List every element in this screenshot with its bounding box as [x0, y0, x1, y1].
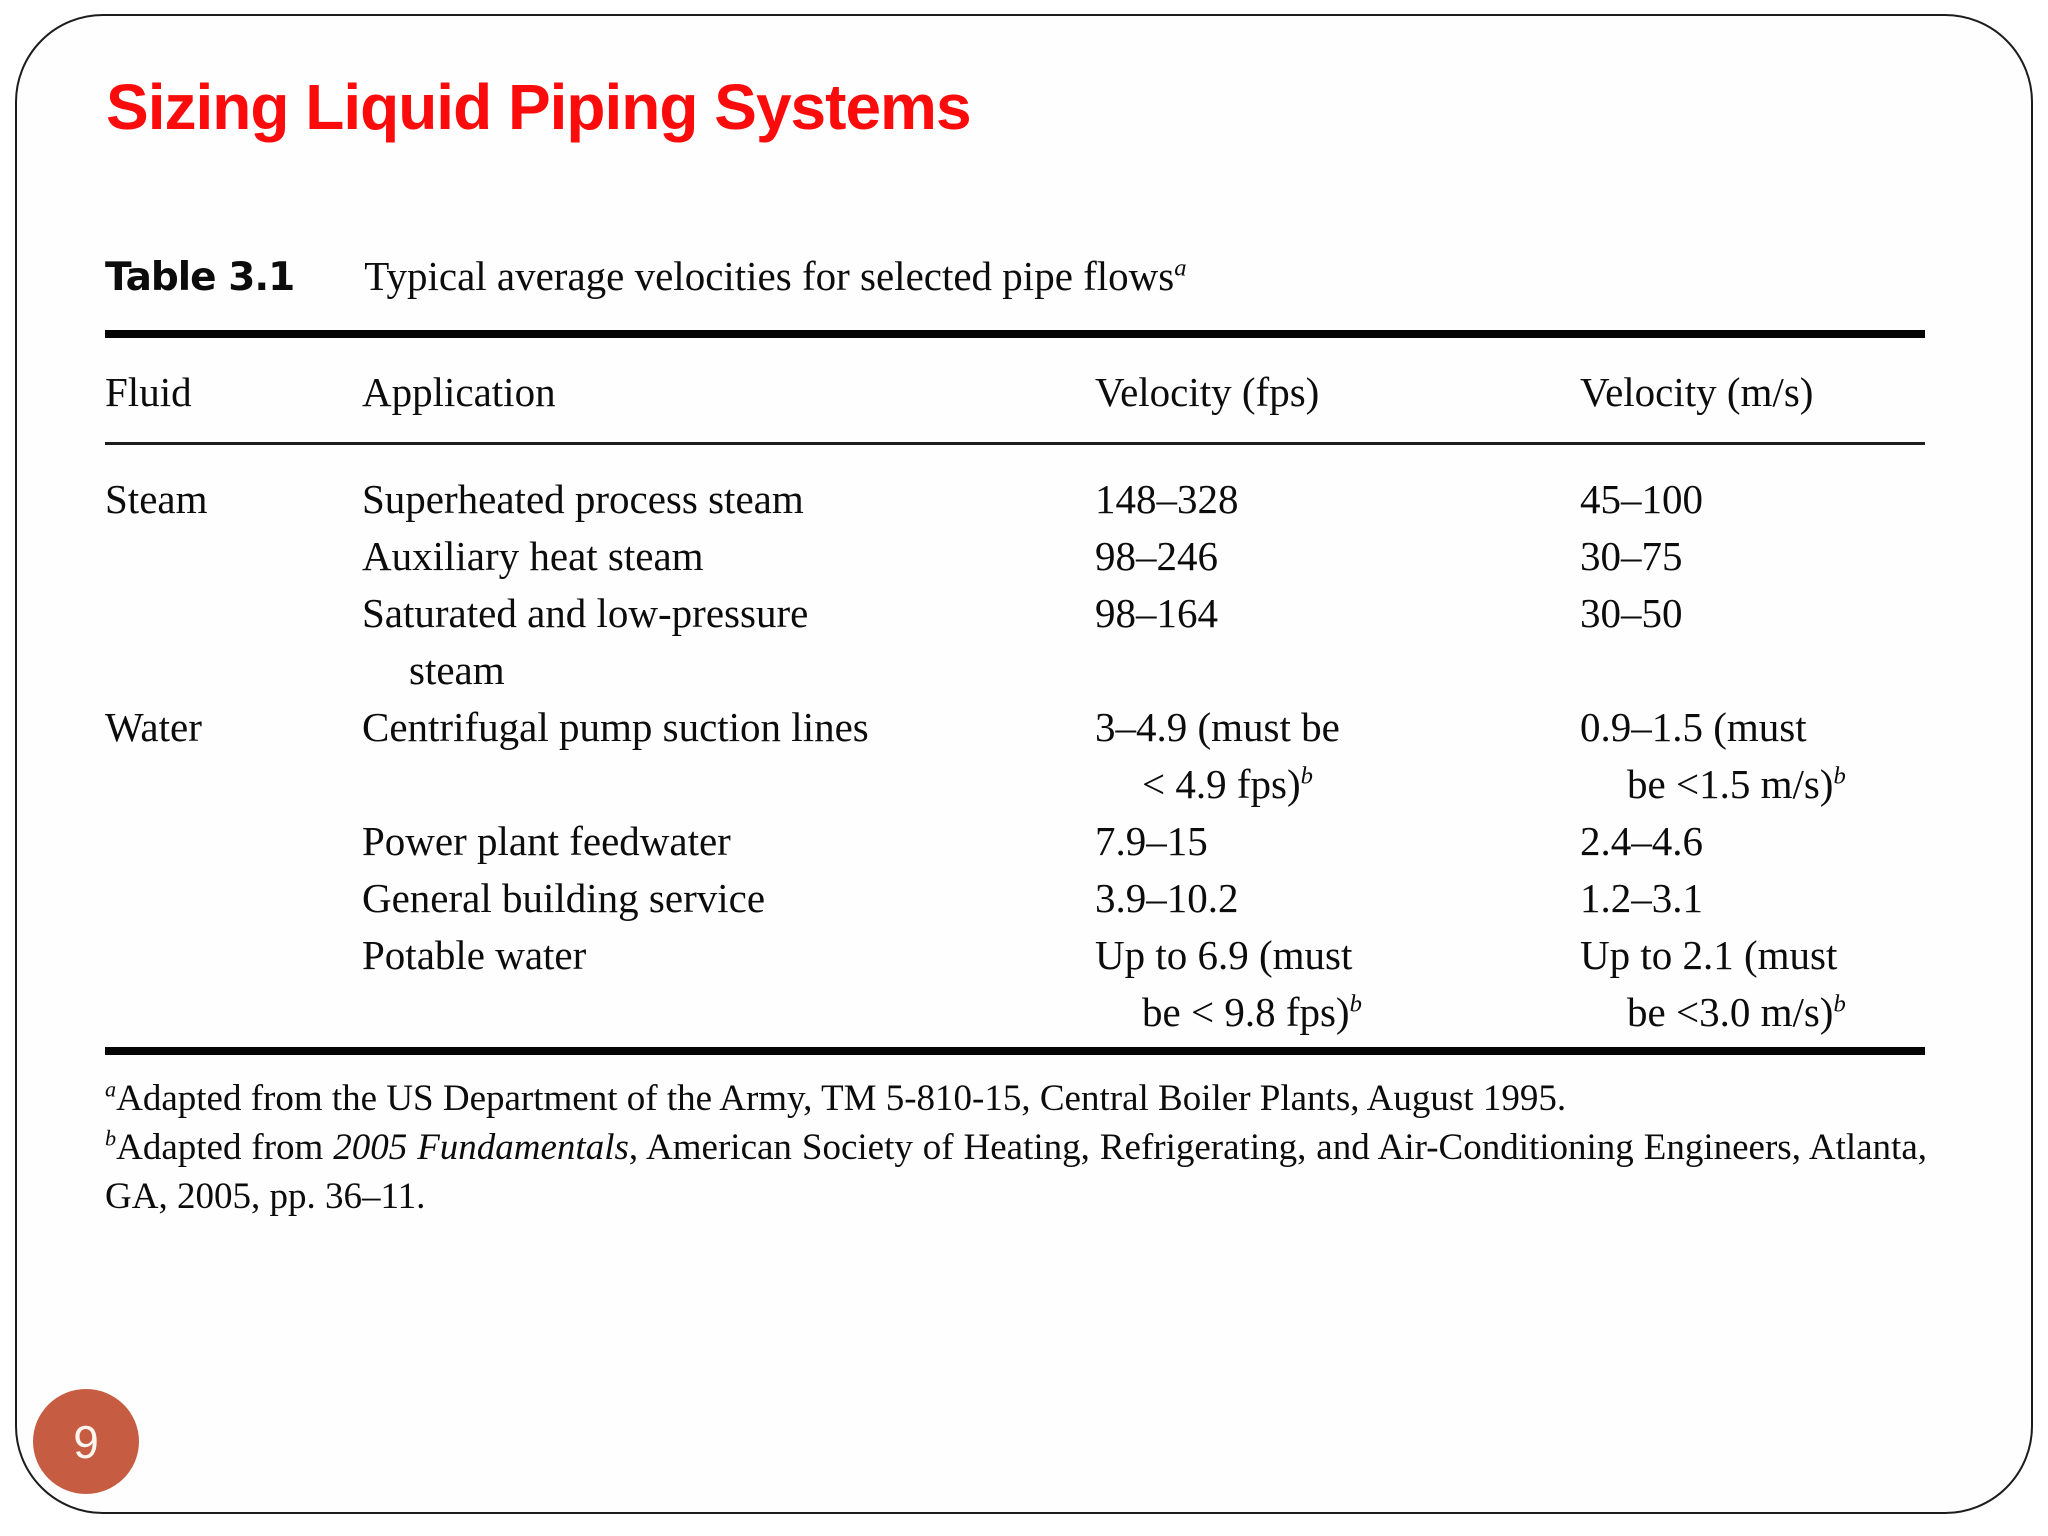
- cell-fluid: Water: [105, 704, 202, 750]
- footnote: bAdapted from 2005 Fundamentals, America…: [105, 1125, 1927, 1217]
- table-body: Steam Superheated process steam 148–328 45–…: [105, 445, 1925, 1047]
- cell-velocity-fps: 3.9–10.2: [1095, 875, 1239, 921]
- slide-title: Sizing Liquid Piping Systems: [106, 71, 972, 143]
- footnote: aAdapted from the US Department of the A…: [105, 1076, 1567, 1119]
- cell-application: Superheated process steam: [362, 476, 804, 522]
- column-header-fluid: Fluid: [105, 369, 192, 415]
- cell-fluid: [105, 528, 362, 585]
- table-row: General building service 3.9–10.2 1.2–3.1: [105, 870, 1925, 927]
- cell-velocity-fps: Up to 6.9 (must be < 9.8 fps)b: [1095, 932, 1362, 1035]
- table-row: Water Centrifugal pump suction lines 3–4.9…: [105, 699, 1925, 813]
- column-header-velocity-fps: Velocity (fps): [1095, 369, 1320, 415]
- cell-application: Auxiliary heat steam: [362, 533, 704, 579]
- cell-fluid: Steam: [105, 476, 208, 522]
- cell-fluid: [105, 585, 362, 699]
- cell-velocity-fps: 7.9–15: [1095, 818, 1208, 864]
- cell-velocity-ms: Up to 2.1 (must be <3.0 m/s)b: [1580, 932, 1846, 1035]
- cell-velocity-ms: 0.9–1.5 (must be <1.5 m/s)b: [1580, 704, 1846, 807]
- table-caption-text: Typical average velocities for selected …: [364, 253, 1187, 299]
- cell-fluid: [105, 813, 362, 870]
- table-rule-header: [105, 442, 1925, 445]
- table-caption: Table 3.1 Typical average velocities for …: [105, 252, 1187, 302]
- cell-velocity-ms: 30–75: [1580, 533, 1683, 579]
- cell-application: General building service: [362, 875, 766, 921]
- table-row: Auxiliary heat steam 98–246 30–75: [105, 528, 1925, 585]
- cell-velocity-fps: 98–164: [1095, 590, 1218, 636]
- cell-application: Power plant feedwater: [362, 818, 731, 864]
- table-row: Potable water Up to 6.9 (must be < 9.8 fps…: [105, 927, 1925, 1041]
- cell-fluid: [105, 870, 362, 927]
- cell-application: Centrifugal pump suction lines: [362, 704, 869, 750]
- table-caption-label: Table 3.1: [105, 255, 295, 300]
- cell-velocity-ms: 1.2–3.1: [1580, 875, 1703, 921]
- page-number-badge: 9: [33, 1389, 139, 1494]
- cell-velocity-fps: 3–4.9 (must be < 4.9 fps)b: [1095, 704, 1340, 807]
- footnotes: aAdapted from the US Department of the A…: [105, 1074, 1927, 1221]
- table-row: Steam Superheated process steam 148–328 45–…: [105, 471, 1925, 528]
- page-number: 9: [73, 1415, 99, 1468]
- cell-velocity-fps: 148–328: [1095, 476, 1239, 522]
- cell-application: Saturated and low-pressure steam: [362, 590, 809, 693]
- column-header-velocity-ms: Velocity (m/s): [1580, 369, 1814, 415]
- cell-velocity-ms: 2.4–4.6: [1580, 818, 1703, 864]
- column-header-application: Application: [362, 369, 556, 415]
- table-header-row: Fluid Application Velocity (fps) Velocit…: [105, 338, 1925, 442]
- cell-fluid: [105, 927, 362, 1041]
- slide-frame: [15, 14, 2033, 1514]
- cell-application: Potable water: [362, 932, 587, 978]
- velocity-table: Fluid Application Velocity (fps) Velocit…: [105, 330, 1925, 1055]
- table-rule-bottom: [105, 1047, 1925, 1055]
- cell-velocity-ms: 30–50: [1580, 590, 1683, 636]
- table-rule-top: [105, 330, 1925, 338]
- cell-velocity-ms: 45–100: [1580, 476, 1703, 522]
- cell-velocity-fps: 98–246: [1095, 533, 1218, 579]
- table-row: Saturated and low-pressure steam 98–164 30–…: [105, 585, 1925, 699]
- table-row: Power plant feedwater 7.9–15 2.4–4.6: [105, 813, 1925, 870]
